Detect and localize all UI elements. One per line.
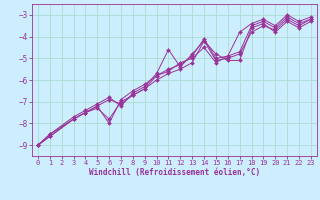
X-axis label: Windchill (Refroidissement éolien,°C): Windchill (Refroidissement éolien,°C): [89, 168, 260, 177]
